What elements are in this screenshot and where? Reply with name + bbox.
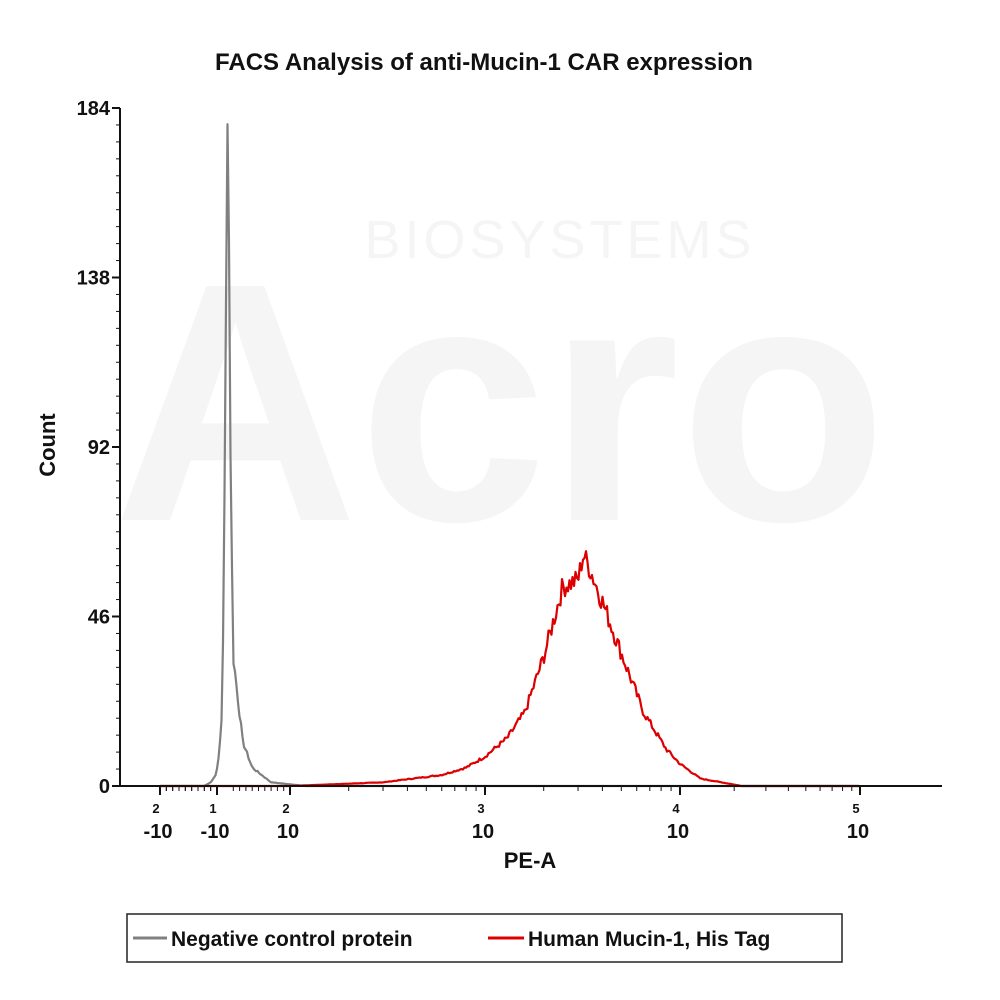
legend-label-negative-control: Negative control protein [171,928,413,951]
x-tick-label: -10 [144,821,173,843]
y-tick-label: 46 [88,607,110,629]
y-tick-label: 138 [77,268,110,290]
x-tick-label: 10 [277,821,299,843]
y-tick-label: 92 [88,437,110,459]
x-tick-exponent: 1 [209,801,216,816]
x-tick-exponent: 2 [152,801,159,816]
y-tick-label: 0 [99,776,110,798]
x-tick-label: 10 [667,821,689,843]
x-tick-exponent: 2 [282,801,289,816]
x-tick-exponent: 4 [672,801,680,816]
legend-box [126,913,843,963]
x-axis-ticks: -10 2 -10 1 10 2 10 3 10 4 10 5 [144,786,869,843]
x-tick-exponent: 5 [852,801,859,816]
watermark-subtitle: BIOSYSTEMS [364,210,755,270]
chart-title: FACS Analysis of anti-Mucin-1 CAR expres… [215,49,753,76]
y-axis-label: Count [35,413,60,477]
x-tick-label: 10 [847,821,869,843]
y-axis-ticks: 0 46 92 138 184 [77,98,120,798]
watermark-logo: Acro [113,213,888,593]
x-axis-label: PE-A [504,848,557,873]
legend-label-human-mucin: Human Mucin-1, His Tag [528,928,770,951]
x-tick-label: -10 [201,821,230,843]
legend: Negative control protein Human Mucin-1, … [126,913,843,963]
x-tick-label: 10 [472,821,494,843]
x-tick-exponent: 3 [477,801,484,816]
watermark: BIOSYSTEMS Acro [113,210,888,593]
y-tick-label: 184 [77,98,111,120]
